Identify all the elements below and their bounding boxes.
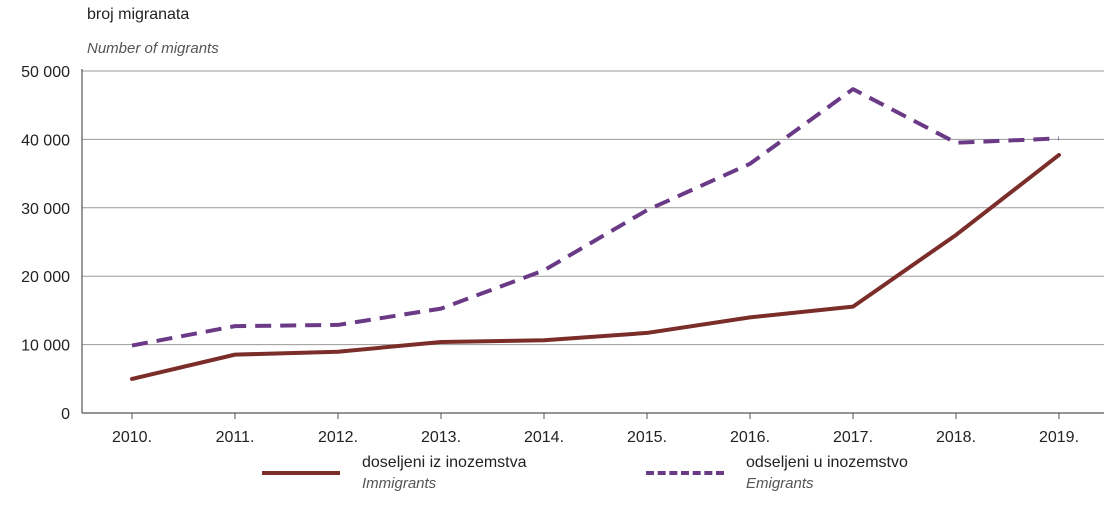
y-axis-subtitle: Number of migrants (87, 40, 219, 57)
legend-label-emigrants: odseljeni u inozemstvo (746, 454, 908, 471)
series-lines (130, 87, 1061, 381)
x-tick-label: 2010. (112, 429, 152, 445)
y-tick-label: 30 000 (21, 201, 70, 218)
legend-sublabel-immigrants: Immigrants (362, 475, 437, 492)
x-tick-label: 2015. (627, 429, 667, 445)
y-axis-title: broj migranata (87, 6, 190, 23)
axes (81, 69, 1104, 419)
y-tick-label: 40 000 (21, 132, 70, 149)
series-line-emigrants (131, 87, 1060, 348)
y-tick-label: 20 000 (21, 269, 70, 286)
x-tick-label: 2013. (421, 429, 461, 445)
legend-item-emigrants: odseljeni u inozemstvo Emigrants (646, 452, 908, 494)
gridlines (82, 70, 1104, 346)
legend-item-immigrants: doseljeni iz inozemstva Immigrants (262, 452, 527, 494)
series-line-immigrants (130, 152, 1061, 381)
x-tick-label: 2018. (936, 429, 976, 445)
legend-label-immigrants: doseljeni iz inozemstva (362, 454, 527, 471)
x-tick-labels: 2010. 2011. 2012. 2013. 2014. 2015. 2016. 2017.… (112, 429, 1079, 445)
legend-swatch-emigrants (646, 471, 724, 475)
x-tick-label: 2016. (730, 429, 770, 445)
y-tick-label: 10 000 (21, 338, 70, 355)
x-tick-label: 2012. (318, 429, 358, 445)
x-tick-label: 2014. (524, 429, 564, 445)
y-tick-labels: 0 10 000 20 000 30 000 40 000 50 000 (21, 64, 70, 423)
y-tick-label: 50 000 (21, 64, 70, 81)
x-tick-label: 2019. (1039, 429, 1079, 445)
x-tick-label: 2017. (833, 429, 873, 445)
y-tick-label: 0 (61, 406, 70, 423)
legend-sublabel-emigrants: Emigrants (746, 475, 814, 492)
x-tick-label: 2011. (216, 429, 255, 445)
legend-swatch-immigrants (262, 471, 340, 475)
